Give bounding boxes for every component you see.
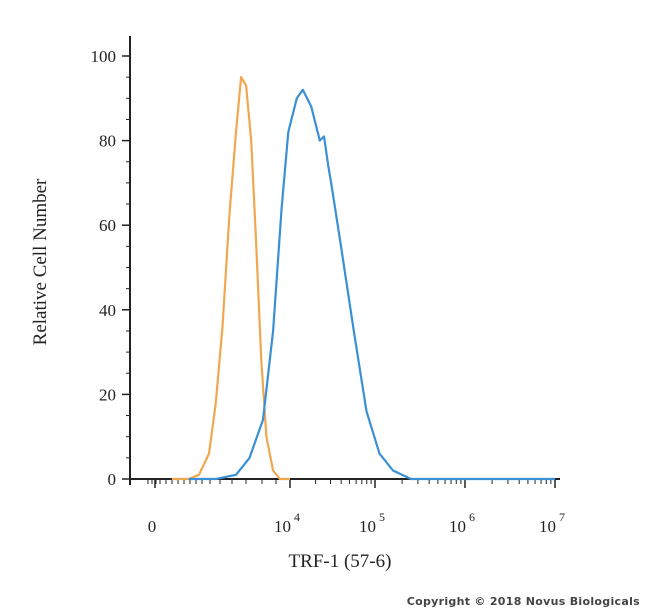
y-axis-title: Relative Cell Number [30,178,51,345]
x-tick-label: 10 6 [449,510,475,536]
histogram-series-line [171,75,290,481]
histogram-series-line [188,88,555,481]
y-tick-label: 0 [108,470,117,489]
x-tick-label: 10 5 [359,510,385,536]
y-tick-label: 100 [91,47,117,66]
y-tick-label: 80 [99,132,116,151]
x-tick-label: 0 [148,517,157,536]
copyright-notice: Copyright © 2018 Novus Biologicals [406,595,640,608]
x-tick-label: 10 7 [539,510,565,536]
y-tick-label: 40 [99,301,116,320]
y-axis: 0 20 40 60 80 100 [91,36,131,489]
series-layer [171,75,555,481]
x-axis: 0 10 4 10 5 10 6 10 7 [130,478,565,536]
x-axis-title: TRF-1 (57-6) [289,551,392,572]
y-tick-label: 20 [99,385,116,404]
x-tick-label: 10 4 [274,510,300,536]
y-tick-label: 60 [99,216,116,235]
